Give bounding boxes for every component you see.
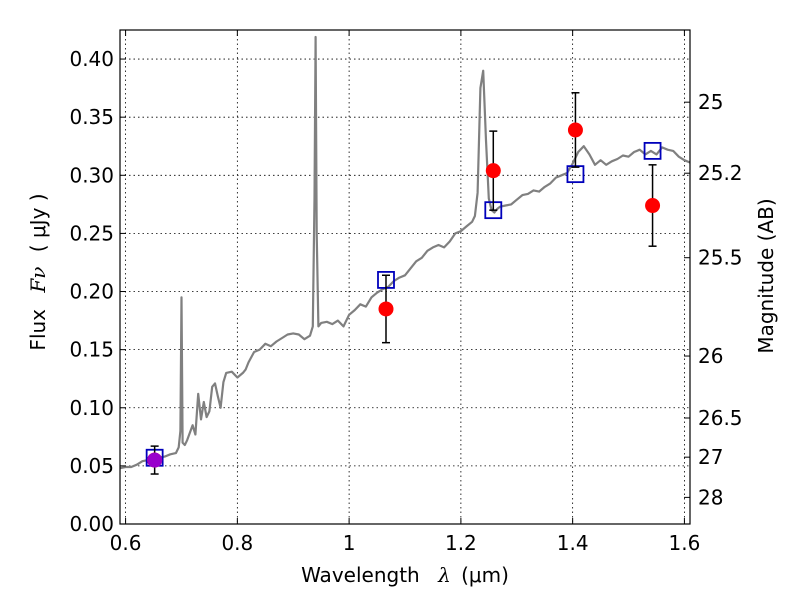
- y-tick-label: 0.05: [69, 454, 114, 478]
- y-axis-unit: ( μJy ): [26, 193, 50, 252]
- observed-flux-point: [485, 163, 501, 179]
- x-axis-title: Wavelength λ (μm): [301, 563, 509, 587]
- y-tick-label: 0.30: [69, 163, 114, 187]
- y2-tick-label: 25.5: [698, 246, 743, 270]
- plot-frame: [119, 29, 691, 525]
- y2-tick-label: 27: [698, 445, 723, 469]
- x-axis-label: Wavelength: [301, 563, 420, 587]
- y-tick-label: 0.35: [69, 105, 114, 129]
- y-tick-label: 0.10: [69, 396, 114, 420]
- y-axis-title: Flux Fν ( μJy ): [26, 193, 50, 350]
- x-tick-label: 0.8: [221, 531, 253, 555]
- x-tick-label: 1.6: [669, 531, 701, 555]
- y-tick-label: 0.40: [69, 47, 114, 71]
- y-tick-label: 0.00: [69, 512, 114, 536]
- y2-tick-label: 25: [698, 90, 723, 114]
- observed-flux-point: [567, 122, 583, 138]
- y2-tick-label: 25.2: [698, 161, 743, 185]
- x-tick-label: 0.6: [110, 531, 142, 555]
- spectrum-line: [119, 35, 691, 470]
- y-tick-label: 0.25: [69, 221, 114, 245]
- y2-axis-title: Magnitude (AB): [754, 198, 778, 353]
- x-tick-label: 1.4: [557, 531, 589, 555]
- x-tick-label: 1.2: [445, 531, 477, 555]
- y2-tick-label: 26: [698, 344, 723, 368]
- series-layer: [119, 35, 691, 475]
- observed-flux-point: [645, 198, 661, 214]
- model-square-point: [643, 141, 662, 160]
- y-axis-label: Flux: [26, 309, 50, 351]
- x-axis-symbol: λ: [437, 563, 451, 587]
- x-tick-label: 1: [343, 531, 356, 555]
- observed-flux-point: [378, 301, 394, 317]
- y-tick-label: 0.15: [69, 338, 114, 362]
- y2-tick-label: 26.5: [698, 406, 743, 430]
- axes: 0.6 0.8 1 1.2 1.4 1.6 0.00 0.05 0.10 0.15 0.20 0.25…: [69, 29, 743, 555]
- y-tick-label: 0.20: [69, 280, 114, 304]
- y2-tick-label: 28: [698, 485, 723, 509]
- y-axis-symbol: Fν: [26, 267, 50, 294]
- grid-lines: [120, 30, 690, 525]
- highlight-point: [147, 452, 163, 468]
- x-axis-unit: (μm): [461, 563, 509, 587]
